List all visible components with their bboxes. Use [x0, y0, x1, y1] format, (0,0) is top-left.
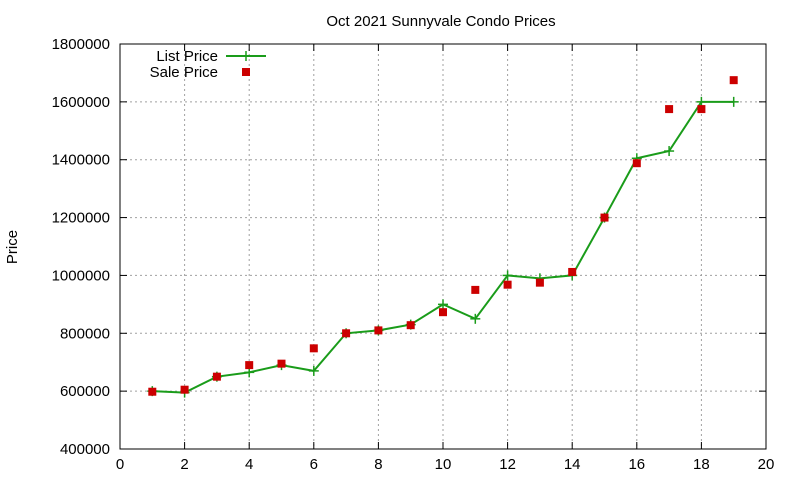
- axis-ticks: 0 2 4 6 8 10 12 14 16 18 20 400000 600000 800000 10000…: [52, 36, 775, 473]
- x-tick-label: 0: [116, 456, 124, 473]
- grid-lines: [120, 44, 766, 449]
- x-tick-label: 8: [374, 456, 382, 473]
- legend-label: Sale Price: [150, 64, 218, 81]
- sale-price-point: [212, 372, 221, 381]
- series-1: [148, 76, 738, 396]
- sale-price-point: [245, 361, 254, 370]
- x-tick-label: 18: [693, 456, 710, 473]
- x-tick-label: 16: [628, 456, 645, 473]
- sale-price-point: [697, 105, 706, 114]
- x-tick-label: 4: [245, 456, 253, 473]
- list-price-point: [502, 270, 513, 281]
- list-price-point: [728, 96, 739, 107]
- legend-swatch-marker: [241, 51, 251, 61]
- sale-price-point: [374, 326, 383, 335]
- sale-price-point: [406, 321, 415, 330]
- y-tick-label: 600000: [60, 383, 110, 400]
- sale-price-point: [729, 76, 738, 85]
- sale-price-point: [503, 280, 512, 289]
- x-tick-label: 14: [564, 456, 581, 473]
- sale-price-point: [148, 387, 157, 396]
- chart-title: Oct 2021 Sunnyvale Condo Prices: [326, 13, 555, 30]
- list-price-point: [470, 313, 481, 324]
- series-0: [147, 96, 739, 398]
- y-tick-label: 800000: [60, 325, 110, 342]
- list-price-point: [438, 299, 448, 310]
- x-tick-label: 12: [499, 456, 516, 473]
- sale-price-point: [535, 278, 544, 287]
- legend-label: List Price: [156, 48, 218, 65]
- x-tick-label: 6: [310, 456, 318, 473]
- y-tick-label: 1800000: [52, 36, 110, 53]
- sale-price-point: [600, 213, 609, 222]
- x-tick-label: 2: [180, 456, 188, 473]
- x-tick-label: 10: [435, 456, 452, 473]
- sale-price-point: [665, 105, 674, 114]
- legend-swatch-marker: [242, 68, 250, 76]
- list-price-point: [664, 146, 675, 157]
- y-tick-label: 1200000: [52, 210, 110, 227]
- sale-price-point: [180, 385, 189, 394]
- sale-price-point: [471, 285, 480, 294]
- y-axis-label: Price: [4, 230, 21, 264]
- sale-price-point: [439, 308, 447, 317]
- sale-price-point: [632, 159, 641, 168]
- x-tick-label: 20: [758, 456, 775, 473]
- y-tick-label: 1400000: [52, 152, 110, 169]
- y-tick-label: 1600000: [52, 94, 110, 111]
- list-price-point: [308, 365, 319, 376]
- sale-price-point: [342, 329, 351, 338]
- y-tick-label: 400000: [60, 441, 110, 458]
- sale-price-point: [277, 359, 286, 368]
- sale-price-point: [568, 267, 577, 276]
- sale-price-point: [309, 344, 318, 353]
- y-tick-label: 1000000: [52, 267, 110, 284]
- series-layer: [147, 76, 739, 398]
